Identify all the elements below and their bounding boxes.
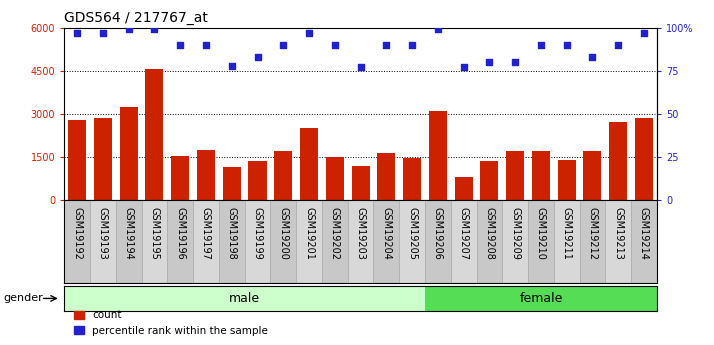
Bar [274,151,292,200]
Point [613,42,624,48]
Bar [68,120,86,200]
Bar [532,151,550,200]
Text: GSM19197: GSM19197 [201,207,211,259]
Text: GSM19199: GSM19199 [253,207,263,259]
Text: GSM19210: GSM19210 [536,207,546,259]
Text: GSM19204: GSM19204 [381,207,391,259]
Point [71,30,83,36]
Text: GSM19207: GSM19207 [458,207,468,260]
Text: GSM19212: GSM19212 [588,207,598,260]
Bar [197,150,215,200]
Point [432,27,443,32]
Bar [248,161,266,200]
Bar [455,177,473,200]
Text: GSM19193: GSM19193 [98,207,108,259]
Bar [425,286,657,310]
Point [536,42,547,48]
Text: GSM19196: GSM19196 [175,207,185,259]
Bar [167,200,193,283]
Text: GSM19206: GSM19206 [433,207,443,259]
Bar [64,286,425,310]
Bar [326,157,344,200]
Bar [219,200,245,283]
Bar [300,128,318,200]
Bar [373,200,399,283]
Bar [425,200,451,283]
Bar [605,200,631,283]
Bar [451,200,476,283]
Bar [193,200,219,283]
Point [458,65,469,70]
Point [278,42,289,48]
Text: GSM19192: GSM19192 [72,207,82,259]
Bar [403,158,421,200]
Bar [141,200,167,283]
Point [252,54,263,60]
Bar [481,161,498,200]
Text: gender: gender [4,294,44,303]
Bar [90,200,116,283]
Bar [502,200,528,283]
Point [226,63,238,68]
Point [510,59,521,65]
Point [174,42,186,48]
Bar [245,200,271,283]
Bar [580,200,605,283]
Bar [528,200,554,283]
Point [483,59,495,65]
Point [587,54,598,60]
Point [123,27,134,32]
Text: GSM19208: GSM19208 [484,207,494,259]
Bar [558,160,575,200]
Bar [348,200,373,283]
Bar [94,118,112,200]
Bar [635,118,653,200]
Legend: count, percentile rank within the sample: count, percentile rank within the sample [69,306,273,340]
Bar [116,200,141,283]
Text: GSM19202: GSM19202 [330,207,340,260]
Point [406,42,418,48]
Point [561,42,573,48]
Point [638,30,650,36]
Text: GSM19200: GSM19200 [278,207,288,259]
Bar [554,200,580,283]
Point [303,30,315,36]
Point [381,42,392,48]
Bar [296,200,322,283]
Bar [223,167,241,200]
Text: GSM19198: GSM19198 [227,207,237,259]
Text: GSM19213: GSM19213 [613,207,623,259]
Bar [399,200,425,283]
Point [329,42,341,48]
Point [97,30,109,36]
Bar [377,152,396,200]
Text: GSM19214: GSM19214 [639,207,649,259]
Bar [506,151,524,200]
Text: GSM19201: GSM19201 [304,207,314,259]
Text: GDS564 / 217767_at: GDS564 / 217767_at [64,11,208,25]
Bar [351,166,370,200]
Text: GSM19195: GSM19195 [149,207,159,259]
Point [200,42,211,48]
Point [355,65,366,70]
Text: GSM19211: GSM19211 [562,207,572,259]
Text: GSM19209: GSM19209 [511,207,521,259]
Text: male: male [229,292,260,305]
Bar [429,111,447,200]
Bar [271,200,296,283]
Bar [583,151,601,200]
Text: GSM19205: GSM19205 [407,207,417,260]
Bar [322,200,348,283]
Bar [609,122,628,200]
Bar [64,200,90,283]
Bar [171,156,189,200]
Bar [631,200,657,283]
Bar [146,69,164,200]
Bar [476,200,502,283]
Point [149,27,160,32]
Bar [120,107,138,200]
Text: GSM19203: GSM19203 [356,207,366,259]
Text: GSM19194: GSM19194 [124,207,134,259]
Text: female: female [519,292,563,305]
